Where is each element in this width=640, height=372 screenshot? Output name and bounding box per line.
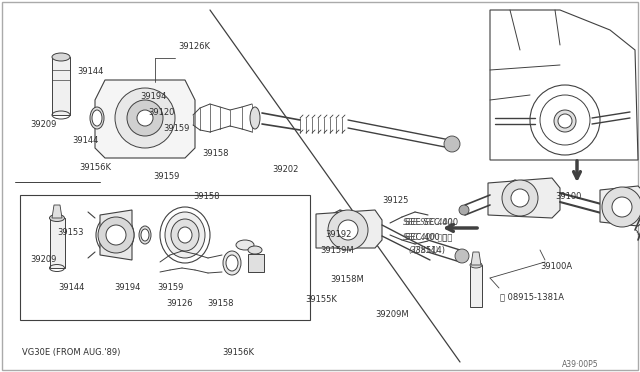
- Ellipse shape: [90, 107, 104, 129]
- Text: 39158: 39158: [207, 299, 234, 308]
- Text: 39159M: 39159M: [320, 246, 354, 255]
- Text: 39144: 39144: [77, 67, 104, 76]
- Text: 39126: 39126: [166, 299, 193, 308]
- Ellipse shape: [178, 227, 192, 243]
- Circle shape: [502, 180, 538, 216]
- Bar: [50, 218, 65, 268]
- Text: 39100: 39100: [555, 192, 581, 201]
- Text: 39158: 39158: [193, 192, 220, 201]
- Polygon shape: [316, 210, 382, 248]
- Text: 39159: 39159: [153, 172, 179, 181]
- Text: 39120: 39120: [148, 108, 174, 117]
- Text: 39158: 39158: [202, 149, 228, 158]
- Bar: [248, 254, 264, 272]
- Bar: [52, 57, 70, 115]
- Ellipse shape: [92, 110, 102, 126]
- Ellipse shape: [558, 114, 572, 128]
- Circle shape: [328, 210, 368, 250]
- Text: 39202: 39202: [272, 165, 298, 174]
- Text: 39209: 39209: [30, 120, 56, 129]
- Ellipse shape: [250, 107, 260, 129]
- Ellipse shape: [139, 226, 151, 244]
- Text: (38514): (38514): [412, 246, 445, 255]
- Ellipse shape: [554, 110, 576, 132]
- Circle shape: [455, 249, 469, 263]
- Ellipse shape: [171, 219, 199, 251]
- Ellipse shape: [141, 229, 149, 241]
- Text: SEE SEC.400: SEE SEC.400: [405, 218, 458, 227]
- Circle shape: [602, 187, 640, 227]
- Text: 39144: 39144: [58, 283, 84, 292]
- Ellipse shape: [236, 240, 254, 250]
- Text: 39156K: 39156K: [79, 163, 111, 172]
- Text: SEC.400 参照: SEC.400 参照: [405, 232, 452, 241]
- Text: SEE SEC.400: SEE SEC.400: [403, 218, 452, 227]
- Ellipse shape: [52, 53, 70, 61]
- Circle shape: [137, 110, 153, 126]
- Text: (38514): (38514): [408, 246, 438, 255]
- Ellipse shape: [248, 246, 262, 254]
- Circle shape: [511, 189, 529, 207]
- Circle shape: [612, 197, 632, 217]
- Polygon shape: [100, 210, 132, 260]
- Text: 39209M: 39209M: [375, 310, 408, 319]
- Text: 39144: 39144: [72, 136, 99, 145]
- Circle shape: [459, 205, 469, 215]
- Circle shape: [338, 220, 358, 240]
- Text: 39158M: 39158M: [330, 275, 364, 284]
- Text: 39126K: 39126K: [178, 42, 210, 51]
- Text: 39159: 39159: [157, 283, 184, 292]
- Text: 39159: 39159: [163, 124, 189, 133]
- Text: 39209: 39209: [30, 255, 56, 264]
- Ellipse shape: [165, 212, 205, 258]
- Text: 39192: 39192: [325, 230, 351, 239]
- Text: 39125: 39125: [382, 196, 408, 205]
- Ellipse shape: [226, 255, 238, 271]
- Text: 39156K: 39156K: [222, 348, 254, 357]
- Circle shape: [127, 100, 163, 136]
- Circle shape: [98, 217, 134, 253]
- Text: A39·00P5: A39·00P5: [562, 360, 598, 369]
- Text: SEC.400 参照: SEC.400 参照: [403, 232, 447, 241]
- Text: VG30E (FROM AUG.'89): VG30E (FROM AUG.'89): [22, 348, 120, 357]
- Text: 39194: 39194: [140, 92, 166, 101]
- Ellipse shape: [470, 262, 482, 268]
- Circle shape: [115, 88, 175, 148]
- Circle shape: [106, 225, 126, 245]
- Polygon shape: [488, 178, 560, 218]
- Ellipse shape: [49, 215, 65, 221]
- Text: Ⓢ 08915-1381A: Ⓢ 08915-1381A: [500, 292, 564, 301]
- Circle shape: [444, 136, 460, 152]
- Ellipse shape: [223, 251, 241, 275]
- Polygon shape: [95, 80, 195, 158]
- Text: 39100A: 39100A: [540, 262, 572, 271]
- Bar: [470, 265, 482, 307]
- Polygon shape: [52, 205, 62, 218]
- Text: 39155K: 39155K: [305, 295, 337, 304]
- Text: 39153: 39153: [57, 228, 83, 237]
- Polygon shape: [471, 252, 481, 265]
- Text: 39194: 39194: [114, 283, 140, 292]
- Polygon shape: [600, 186, 640, 226]
